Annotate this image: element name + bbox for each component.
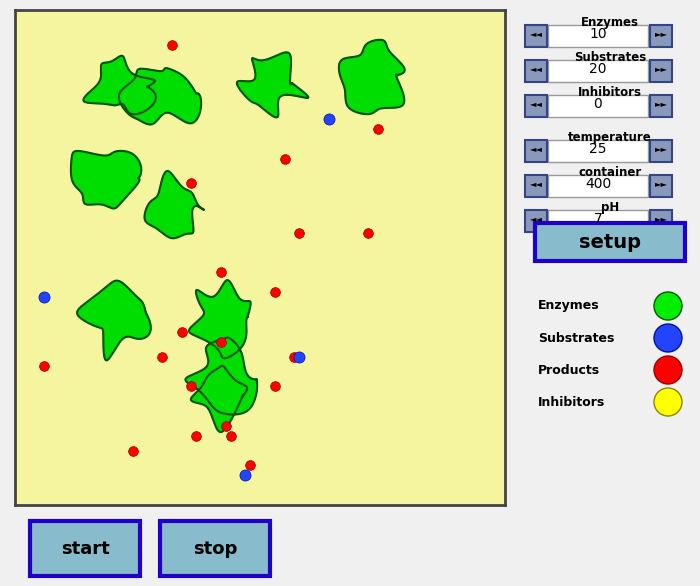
- FancyBboxPatch shape: [650, 175, 672, 197]
- Text: Substrates: Substrates: [574, 51, 646, 64]
- FancyBboxPatch shape: [650, 95, 672, 117]
- FancyBboxPatch shape: [548, 175, 648, 197]
- FancyBboxPatch shape: [525, 175, 547, 197]
- FancyBboxPatch shape: [525, 140, 547, 162]
- Text: stop: stop: [193, 540, 237, 558]
- Polygon shape: [186, 338, 257, 414]
- FancyBboxPatch shape: [548, 60, 648, 82]
- Text: 20: 20: [589, 62, 607, 76]
- Text: setup: setup: [579, 233, 641, 251]
- FancyBboxPatch shape: [548, 25, 648, 47]
- Circle shape: [654, 388, 682, 416]
- Polygon shape: [237, 52, 308, 117]
- Text: ◄◄: ◄◄: [529, 29, 542, 39]
- Circle shape: [654, 324, 682, 352]
- Text: Inhibitors: Inhibitors: [578, 86, 642, 99]
- Text: Enzymes: Enzymes: [538, 299, 600, 312]
- Text: ◄◄: ◄◄: [529, 179, 542, 189]
- Text: ◄◄: ◄◄: [529, 100, 542, 108]
- Text: ►►: ►►: [654, 64, 668, 73]
- Text: pH: pH: [601, 201, 619, 214]
- FancyBboxPatch shape: [535, 223, 685, 261]
- Polygon shape: [83, 56, 156, 114]
- FancyBboxPatch shape: [525, 25, 547, 47]
- Text: ◄◄: ◄◄: [529, 214, 542, 223]
- FancyBboxPatch shape: [650, 210, 672, 232]
- FancyBboxPatch shape: [650, 60, 672, 82]
- Polygon shape: [119, 68, 201, 124]
- Text: start: start: [61, 540, 109, 558]
- FancyBboxPatch shape: [160, 521, 270, 576]
- Text: Products: Products: [538, 363, 600, 376]
- Text: 7: 7: [594, 212, 603, 226]
- FancyBboxPatch shape: [548, 140, 648, 162]
- Text: ►►: ►►: [654, 29, 668, 39]
- Text: ►►: ►►: [654, 179, 668, 189]
- Text: ►►: ►►: [654, 100, 668, 108]
- Text: Enzymes: Enzymes: [581, 16, 639, 29]
- FancyBboxPatch shape: [30, 521, 140, 576]
- Text: ►►: ►►: [654, 214, 668, 223]
- Polygon shape: [191, 366, 247, 432]
- Circle shape: [654, 356, 682, 384]
- FancyBboxPatch shape: [525, 95, 547, 117]
- Text: 400: 400: [585, 177, 611, 191]
- Text: container: container: [578, 166, 642, 179]
- Polygon shape: [77, 281, 150, 360]
- Text: 25: 25: [589, 142, 607, 156]
- Text: 0: 0: [594, 97, 603, 111]
- Text: Inhibitors: Inhibitors: [538, 396, 606, 408]
- FancyBboxPatch shape: [650, 25, 672, 47]
- FancyBboxPatch shape: [548, 95, 648, 117]
- Polygon shape: [71, 151, 141, 209]
- Circle shape: [654, 292, 682, 320]
- Polygon shape: [144, 171, 204, 239]
- Text: temperature: temperature: [568, 131, 652, 144]
- Polygon shape: [339, 40, 405, 114]
- FancyBboxPatch shape: [548, 210, 648, 232]
- Text: ►►: ►►: [654, 145, 668, 154]
- Text: ◄◄: ◄◄: [529, 145, 542, 154]
- Text: ◄◄: ◄◄: [529, 64, 542, 73]
- FancyBboxPatch shape: [650, 140, 672, 162]
- Text: Substrates: Substrates: [538, 332, 615, 345]
- Polygon shape: [189, 280, 251, 358]
- FancyBboxPatch shape: [525, 210, 547, 232]
- Text: 10: 10: [589, 27, 607, 41]
- FancyBboxPatch shape: [525, 60, 547, 82]
